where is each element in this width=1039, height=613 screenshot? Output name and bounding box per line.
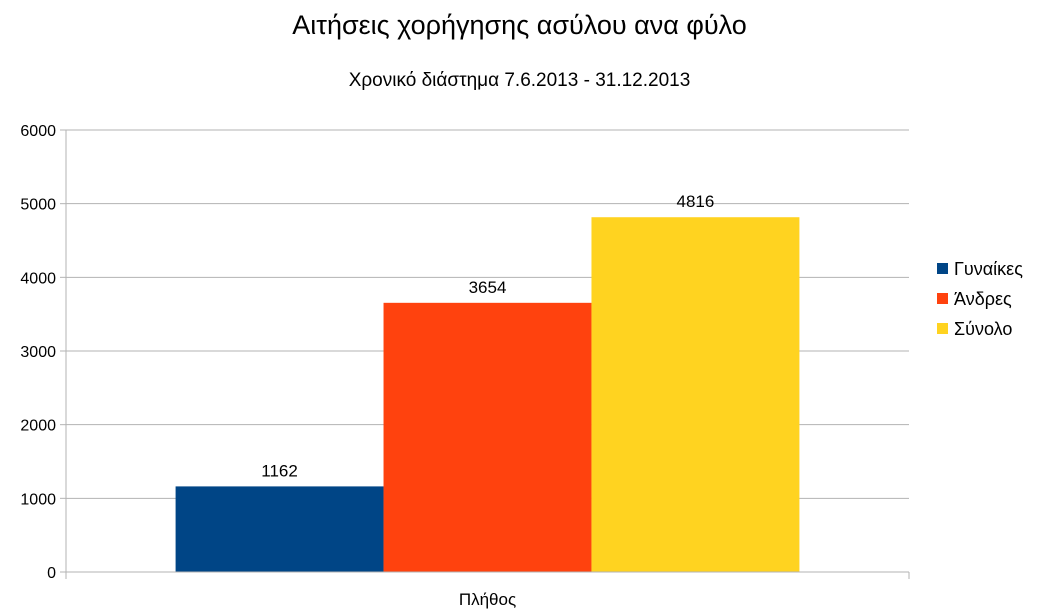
x-category-label: Πλήθος <box>459 590 516 609</box>
data-label: 1162 <box>261 461 298 480</box>
data-label: 3654 <box>469 278 507 297</box>
legend-label: Σύνολο <box>954 319 1012 339</box>
bar <box>383 302 592 572</box>
y-tick-label: 3000 <box>20 344 56 361</box>
chart-title: Αιτήσεις χορήγησης ασύλου ανα φύλο <box>292 10 747 40</box>
data-labels: 1162 3654 4816 <box>261 192 714 480</box>
y-axis-ticks: 0 1000 2000 3000 4000 5000 6000 <box>20 123 66 582</box>
legend-label: Γυναίκες <box>954 259 1023 279</box>
legend: Γυναίκες Άνδρες Σύνολο <box>937 259 1023 339</box>
legend-swatch <box>937 323 948 334</box>
y-tick-label: 4000 <box>20 270 56 287</box>
chart-subtitle: Χρονικό διάστημα 7.6.2013 - 31.12.2013 <box>348 70 691 91</box>
legend-label: Άνδρες <box>954 289 1012 309</box>
bar <box>175 486 384 572</box>
data-label: 4816 <box>677 192 715 211</box>
y-tick-label: 5000 <box>20 197 56 214</box>
bars <box>175 217 800 573</box>
x-axis-categories: Πλήθος <box>459 590 516 609</box>
axes <box>65 130 910 579</box>
legend-swatch <box>937 293 948 304</box>
y-tick-label: 0 <box>47 565 56 582</box>
bar <box>591 217 800 573</box>
y-tick-label: 1000 <box>20 491 56 508</box>
legend-swatch <box>937 263 948 274</box>
y-tick-label: 2000 <box>20 418 56 435</box>
y-tick-label: 6000 <box>20 123 56 140</box>
